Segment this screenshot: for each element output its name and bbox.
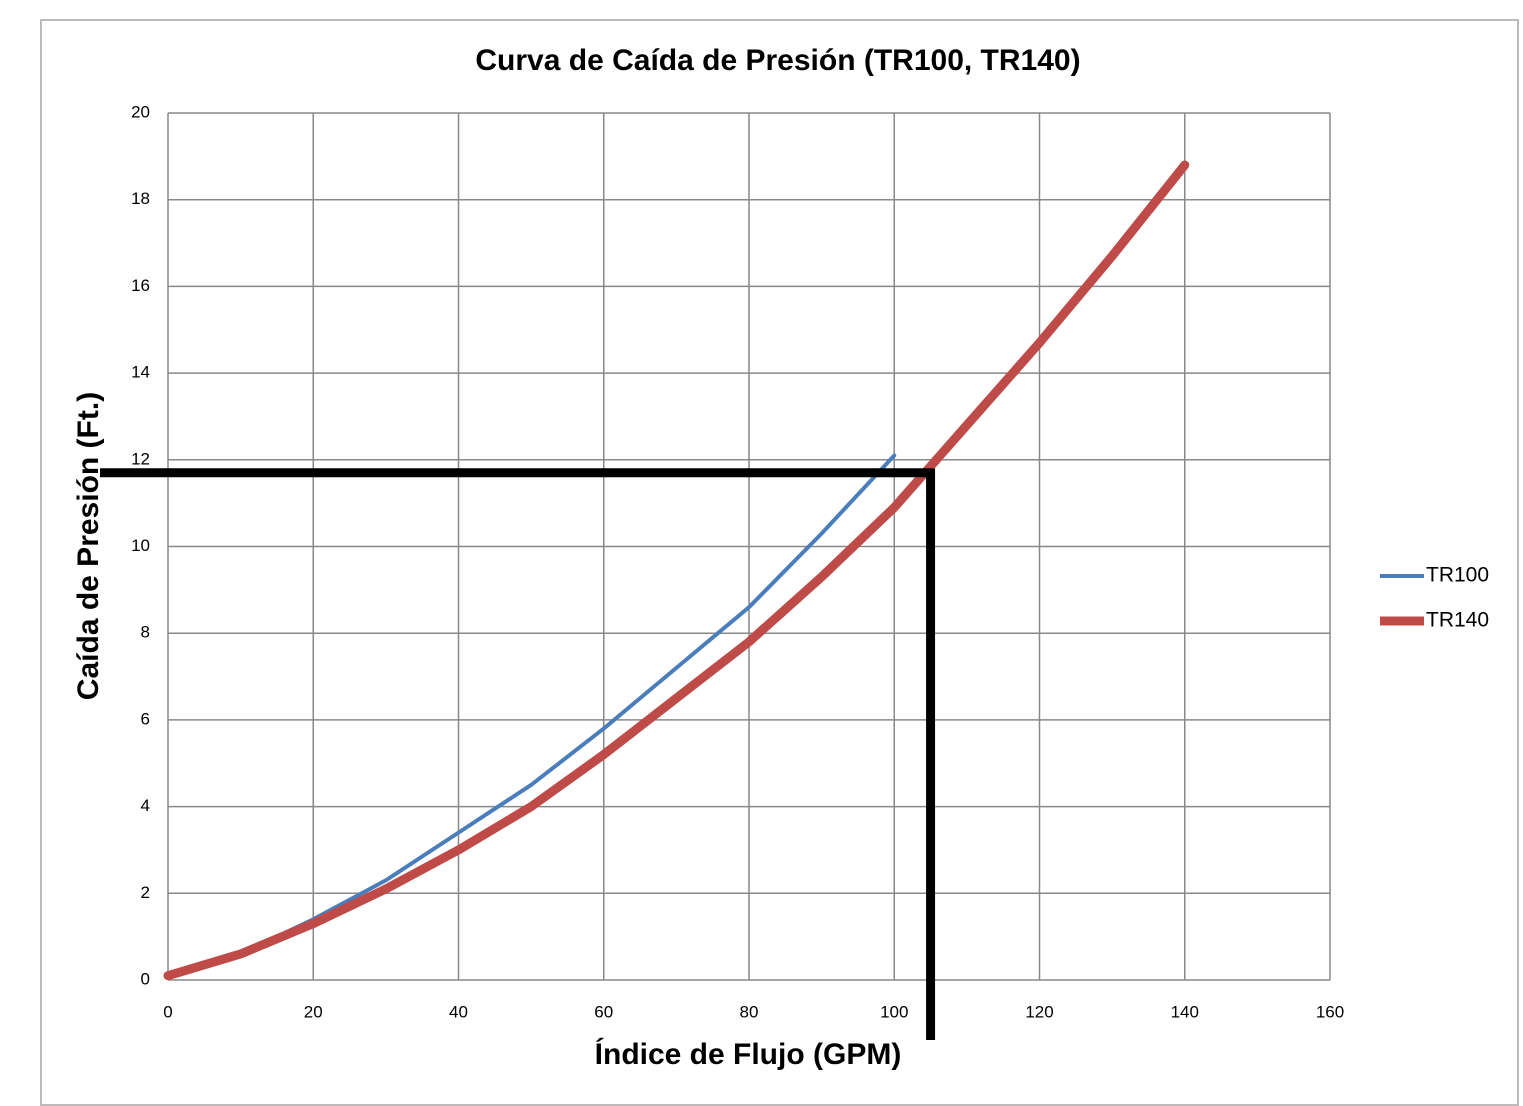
chart-frame [40, 19, 1519, 1106]
y-tick-label: 16 [131, 276, 150, 295]
y-tick-label: 8 [141, 623, 150, 642]
x-tick-label: 120 [1025, 1002, 1053, 1021]
y-tick-label: 18 [131, 189, 150, 208]
y-tick-label: 2 [141, 883, 150, 902]
x-tick-label: 160 [1316, 1002, 1344, 1021]
y-tick-label: 0 [141, 969, 150, 988]
x-tick-label: 140 [1171, 1002, 1199, 1021]
x-tick-label: 20 [304, 1002, 323, 1021]
x-tick-label: 40 [449, 1002, 468, 1021]
y-tick-label: 14 [131, 363, 150, 382]
line-series [163, 160, 1190, 981]
legend-label: TR100 [1426, 564, 1489, 587]
x-tick-label: 100 [880, 1002, 908, 1021]
y-tick-label: 10 [131, 536, 150, 555]
y-tick-label: 12 [131, 449, 150, 468]
x-axis-label: Índice de Flujo (GPM) [595, 1037, 902, 1071]
y-axis-label: Caída de Presión (Ft.) [72, 392, 105, 700]
y-tick-label: 4 [141, 796, 150, 815]
legend-label: TR140 [1426, 609, 1489, 632]
x-tick-label: 60 [594, 1002, 613, 1021]
chart-title: Curva de Caída de Presión (TR100, TR140) [475, 44, 1080, 77]
x-tick-label: 80 [740, 1002, 759, 1021]
y-tick-label: 6 [141, 709, 150, 728]
x-tick-label: 0 [163, 1002, 172, 1021]
y-tick-label: 20 [131, 102, 150, 121]
